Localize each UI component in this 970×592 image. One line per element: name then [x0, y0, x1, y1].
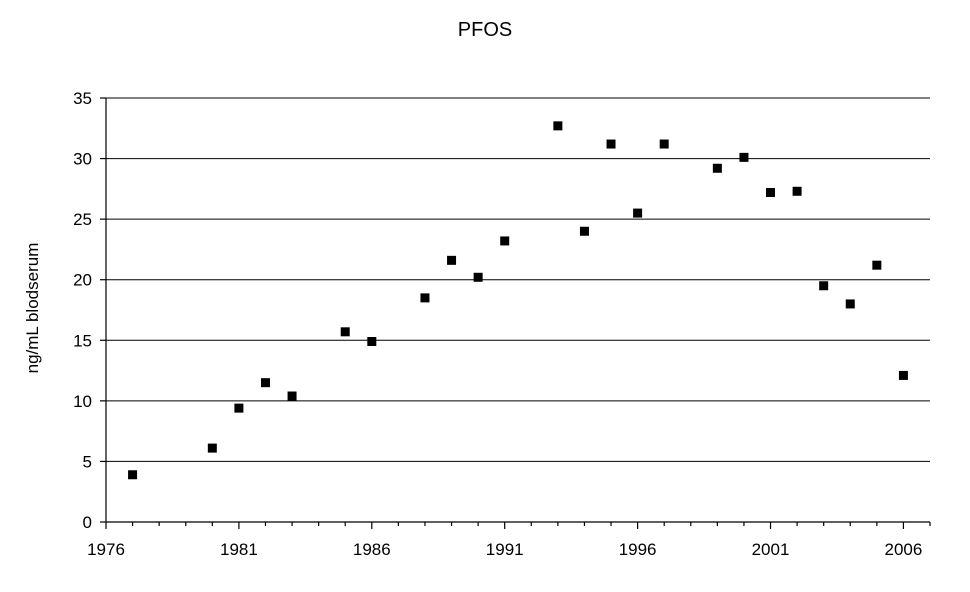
data-point: [500, 236, 510, 246]
x-tick-label: 1996: [619, 540, 657, 559]
data-point: [606, 139, 616, 149]
y-tick-label: 5: [83, 452, 92, 471]
data-point: [447, 255, 457, 265]
data-point: [712, 163, 722, 173]
data-point: [340, 327, 350, 337]
data-point: [766, 187, 776, 197]
data-point: [420, 293, 430, 303]
data-point: [260, 378, 270, 388]
data-points: [128, 121, 908, 480]
data-point: [473, 272, 483, 282]
x-axis-ticks: 1976 1981 1986 1991 1996 2001 2006: [87, 522, 931, 559]
x-tick-label: 2001: [752, 540, 790, 559]
y-tick-label: 20: [73, 271, 92, 290]
gridlines: [106, 97, 930, 462]
data-point: [287, 391, 297, 401]
chart-title: PFOS: [458, 19, 512, 41]
data-point: [792, 186, 802, 196]
x-tick-label: 1986: [353, 540, 391, 559]
y-axis-title: ng/mL blodserum: [23, 243, 42, 374]
y-tick-label: 0: [83, 513, 92, 532]
y-tick-label: 15: [73, 331, 92, 350]
axes: [105, 98, 930, 523]
y-tick-label: 25: [73, 210, 92, 229]
x-tick-label: 1976: [87, 540, 125, 559]
x-tick-label: 1981: [220, 540, 258, 559]
data-point: [659, 139, 669, 149]
data-point: [553, 121, 563, 131]
data-point: [579, 226, 589, 236]
data-point: [128, 470, 138, 480]
y-tick-label: 35: [73, 89, 92, 108]
data-point: [633, 208, 643, 218]
data-point: [367, 336, 377, 346]
x-tick-label: 1991: [486, 540, 524, 559]
data-point: [898, 370, 908, 380]
data-point: [234, 403, 244, 413]
data-point: [845, 299, 855, 309]
y-axis-ticks: 0 5 10 15 20 25 30 35: [73, 89, 106, 532]
y-tick-label: 30: [73, 150, 92, 169]
data-point: [739, 152, 749, 162]
data-point: [819, 281, 829, 291]
y-tick-label: 10: [73, 392, 92, 411]
data-point: [207, 443, 217, 453]
x-tick-label: 2006: [885, 540, 923, 559]
data-point: [872, 260, 882, 270]
